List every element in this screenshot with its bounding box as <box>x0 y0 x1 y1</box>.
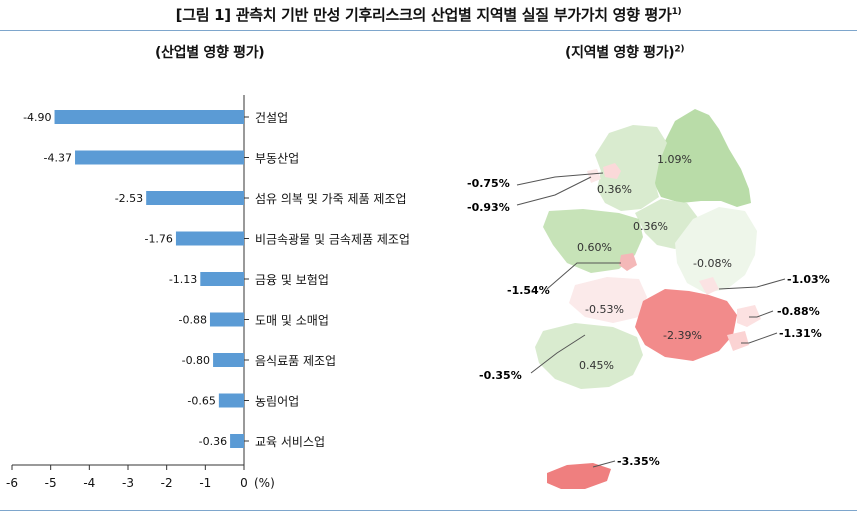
region-value-label: -0.93% <box>467 201 510 214</box>
x-unit-label: (%) <box>254 476 275 490</box>
x-tick-label: -6 <box>6 476 18 490</box>
region-incheon <box>587 169 601 183</box>
leader-line <box>592 460 616 468</box>
category-label: 농림어업 <box>255 395 299 409</box>
category-label: 섬유 의복 및 가죽 제품 제조업 <box>255 192 407 206</box>
region-value-label: -1.31% <box>779 327 822 340</box>
industry-panel-title: (산업별 영향 평가) <box>155 45 265 61</box>
leader-line <box>749 310 774 318</box>
x-tick-label: -4 <box>83 476 95 490</box>
region-seoul <box>603 163 621 179</box>
region-gyeongnam <box>635 289 737 361</box>
region-value-label: -0.08% <box>693 257 732 270</box>
region-value-label: -0.35% <box>479 369 522 382</box>
region-value-label: -0.75% <box>467 177 510 190</box>
region-panel-title: (지역별 영향 평가)2) <box>565 44 685 61</box>
leader-line <box>530 334 586 374</box>
bottom-divider <box>0 510 857 511</box>
bar-value-label: -0.65 <box>187 395 215 408</box>
top-divider <box>0 30 857 31</box>
region-ulsan <box>737 305 761 327</box>
category-label: 음식료품 제조업 <box>255 354 336 368</box>
region-jeonnam <box>535 323 643 389</box>
bar <box>54 110 245 124</box>
bar-value-label: -1.13 <box>169 273 197 286</box>
region-value-label: 0.36% <box>597 183 632 196</box>
region-value-label: -1.03% <box>787 273 830 286</box>
region-value-label: 0.45% <box>579 359 614 372</box>
x-tick-label: -2 <box>161 476 173 490</box>
category-label: 교육 서비스업 <box>255 435 325 449</box>
leader-line <box>718 278 786 290</box>
region-value-label: 0.60% <box>577 241 612 254</box>
figure-title: [그림 1] 관측치 기반 만성 기후리스크의 산업별 지역별 실질 부가가치 … <box>175 6 682 24</box>
bar-value-label: -0.88 <box>179 314 207 327</box>
region-gyeongbuk <box>675 207 757 293</box>
region-value-label: -0.53% <box>585 303 624 316</box>
bar <box>213 353 244 367</box>
region-daejeon <box>619 253 637 271</box>
region-gangwon <box>653 109 751 207</box>
region-value-label: 1.09% <box>657 153 692 166</box>
bar <box>146 191 244 205</box>
bar <box>230 434 244 448</box>
bar <box>209 312 244 327</box>
bar <box>75 150 244 165</box>
region-value-label: -0.88% <box>777 305 820 318</box>
x-tick-label: -5 <box>45 476 57 490</box>
region-chungnam <box>543 209 643 273</box>
bar-value-label: -4.90 <box>23 111 51 124</box>
region-seoul-gyeonggi <box>595 125 667 211</box>
leader-line <box>516 172 604 186</box>
industry-bar-chart: -4.90 -4.37 -2.53 -1.76 -1.13 -0.88 -0.80 -0.65… <box>6 95 410 490</box>
region-value-label: 0.36% <box>633 220 668 233</box>
bar-value-label: -0.36 <box>199 435 227 448</box>
region-daegu <box>699 277 719 295</box>
x-tick-label: 0 <box>240 476 248 490</box>
bar <box>218 393 244 408</box>
bar-value-label: -1.76 <box>144 233 172 246</box>
category-label: 도매 및 소매업 <box>255 314 329 328</box>
region-value-label: -1.54% <box>507 284 550 297</box>
category-label: 비금속광물 및 금속제품 제조업 <box>255 233 410 247</box>
bar-value-label: -0.80 <box>182 354 210 367</box>
category-label: 금융 및 보험업 <box>255 273 329 287</box>
bar-value-label: -2.53 <box>115 192 143 205</box>
x-tick-label: -3 <box>122 476 134 490</box>
bar <box>175 231 244 246</box>
category-label: 건설업 <box>255 111 288 125</box>
region-jeonbuk <box>569 277 647 323</box>
bar <box>200 272 244 286</box>
x-tick-label: -1 <box>199 476 211 490</box>
leader-line <box>516 176 592 206</box>
bar-value-label: -4.37 <box>44 152 72 165</box>
leader-line <box>741 332 778 344</box>
region-busan <box>727 331 749 351</box>
region-value-label: -3.35% <box>617 455 660 468</box>
region-value-label: -2.39% <box>663 329 702 342</box>
category-label: 부동산업 <box>255 152 299 166</box>
leader-line <box>546 262 621 290</box>
region-jeju <box>547 463 611 489</box>
korea-region-map: 1.09% 0.36% -0.75% -0.93% 0.36% 0.60% -0… <box>467 109 830 489</box>
